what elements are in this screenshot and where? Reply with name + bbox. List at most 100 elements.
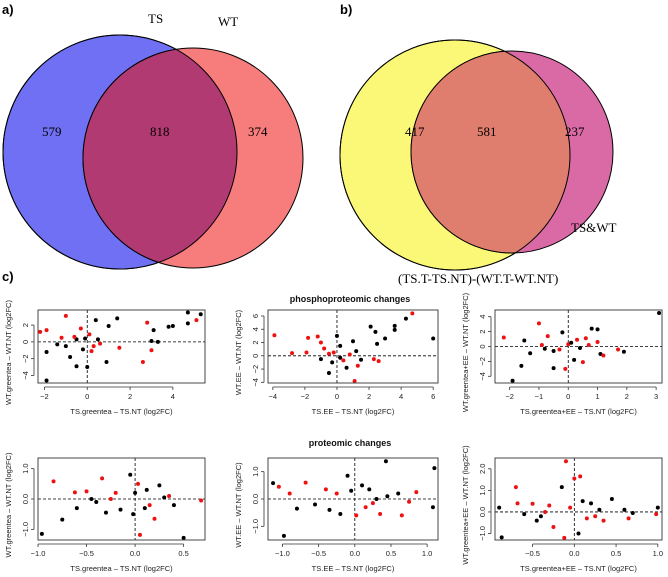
y-tick-label: −1.0	[251, 519, 260, 534]
data-point	[363, 505, 368, 510]
venn-label-interaction: (TS.T-TS.NT)-(WT.T-WT.NT)	[398, 271, 558, 286]
data-point	[83, 336, 88, 341]
data-point	[44, 378, 49, 383]
data-point	[499, 535, 504, 540]
y-tick-label: −2	[478, 357, 487, 366]
data-point	[338, 512, 343, 517]
y-axis-label: WT.EE – WT.NT (log2FC)	[234, 462, 243, 548]
x-tick-label: 6	[431, 392, 435, 401]
x-tick-label: 4	[171, 392, 175, 401]
data-point	[528, 351, 533, 356]
data-point	[589, 326, 594, 331]
data-point	[583, 336, 588, 341]
data-point	[315, 334, 320, 339]
data-point	[609, 497, 614, 501]
data-point	[185, 321, 190, 326]
x-tick-label: 3	[654, 392, 658, 401]
data-point	[338, 355, 343, 360]
data-point	[586, 343, 591, 348]
data-point	[74, 364, 79, 369]
y-tick-label: 1.0	[21, 463, 30, 473]
scatter-plot-3: −2 −1 0 1 2 3 −4 −2 0 2 4 TS.greentea+EE – TS.NT (l…	[461, 292, 663, 416]
x-tick-label: −1.0	[275, 549, 290, 558]
data-point	[84, 489, 89, 494]
venn-label-wt: WT	[218, 14, 238, 29]
x-tick-label: 0.0	[350, 549, 360, 558]
x-tick-label: −2	[505, 392, 514, 401]
y-tick-label: 6	[251, 314, 260, 318]
scatter-plot-2: −4 −2 0 2 4 6 −4 −2 0 2 4 6 TS.EE – TS.NT (log2FC) WT…	[234, 309, 439, 416]
scatter-panels: −2 0 2 4 −4 −2 0 2 TS.greentea – TS.NT (log2FC) W…	[4, 292, 663, 573]
data-point	[136, 481, 141, 486]
data-point	[137, 532, 142, 537]
data-point	[171, 503, 176, 508]
data-point	[345, 473, 350, 478]
data-point	[341, 358, 346, 363]
x-tick-label: 1	[595, 392, 599, 401]
scatter-plot-1: −2 0 2 4 −4 −2 0 2 TS.greentea – TS.NT (log2FC) W…	[4, 300, 206, 416]
data-point	[621, 349, 626, 354]
data-point	[522, 512, 527, 517]
y-tick-label: 0.0	[251, 494, 260, 504]
data-point	[103, 510, 108, 515]
data-point	[60, 517, 65, 522]
data-point	[113, 490, 118, 495]
data-point	[131, 512, 136, 517]
x-tick-label: −0.5	[311, 549, 326, 558]
y-tick-label: 4	[478, 315, 487, 319]
data-point	[622, 507, 627, 512]
x-axis-label: TS.EE – TS.NT (log2FC)	[312, 564, 395, 573]
data-point	[106, 323, 111, 328]
x-tick-label: 0.5	[611, 549, 621, 558]
data-point	[167, 493, 172, 498]
data-point	[551, 525, 556, 530]
data-point	[115, 316, 120, 321]
y-axis-label: WT.greentea – WT.NT (log2FC)	[4, 300, 13, 405]
plot-frame	[37, 457, 206, 541]
data-point	[560, 330, 565, 335]
data-point	[152, 516, 157, 521]
data-point	[104, 360, 109, 365]
data-point	[431, 336, 436, 341]
data-point	[513, 485, 518, 490]
data-point	[72, 334, 77, 339]
panel-label-c: c)	[2, 269, 14, 284]
data-point	[118, 507, 123, 512]
count-ts-only: 579	[42, 124, 62, 139]
x-tick-label: 1.0	[653, 549, 663, 558]
row-title-proteomic: proteomic changes	[309, 438, 392, 448]
x-tick-label: −0.5	[79, 549, 94, 558]
data-point	[155, 339, 160, 344]
data-point	[59, 335, 64, 340]
x-tick-label: 0	[85, 392, 89, 401]
data-point	[589, 501, 594, 506]
data-point	[185, 310, 190, 315]
data-point	[371, 357, 376, 362]
data-point	[414, 490, 419, 495]
data-point	[334, 491, 339, 496]
data-point	[144, 487, 149, 492]
data-point	[330, 360, 335, 365]
data-point	[359, 357, 364, 362]
scatter-plot-5: −1.0 −0.5 0.0 0.5 1.0 −1.0 0.0 1.0 TS.EE – TS.NT…	[234, 457, 439, 573]
data-point	[626, 516, 631, 521]
data-point	[385, 494, 390, 499]
data-point	[383, 459, 388, 464]
y-axis-label: WT.greentea+EE – WT.NT (log2FC)	[461, 292, 470, 412]
data-point	[128, 472, 133, 477]
data-point	[331, 350, 336, 355]
venn-diagram-a: a) TS WT 579 818 374	[2, 2, 304, 270]
count-both: 581	[477, 124, 497, 139]
y-tick-label: 2	[21, 323, 30, 327]
x-tick-label: −2	[40, 392, 49, 401]
data-point	[78, 326, 83, 331]
data-point	[522, 338, 527, 343]
data-point	[133, 490, 138, 495]
data-point	[326, 371, 331, 376]
data-point	[94, 500, 99, 505]
data-point	[572, 357, 577, 362]
data-point	[347, 352, 352, 357]
data-point	[322, 346, 327, 351]
data-point	[100, 476, 105, 481]
